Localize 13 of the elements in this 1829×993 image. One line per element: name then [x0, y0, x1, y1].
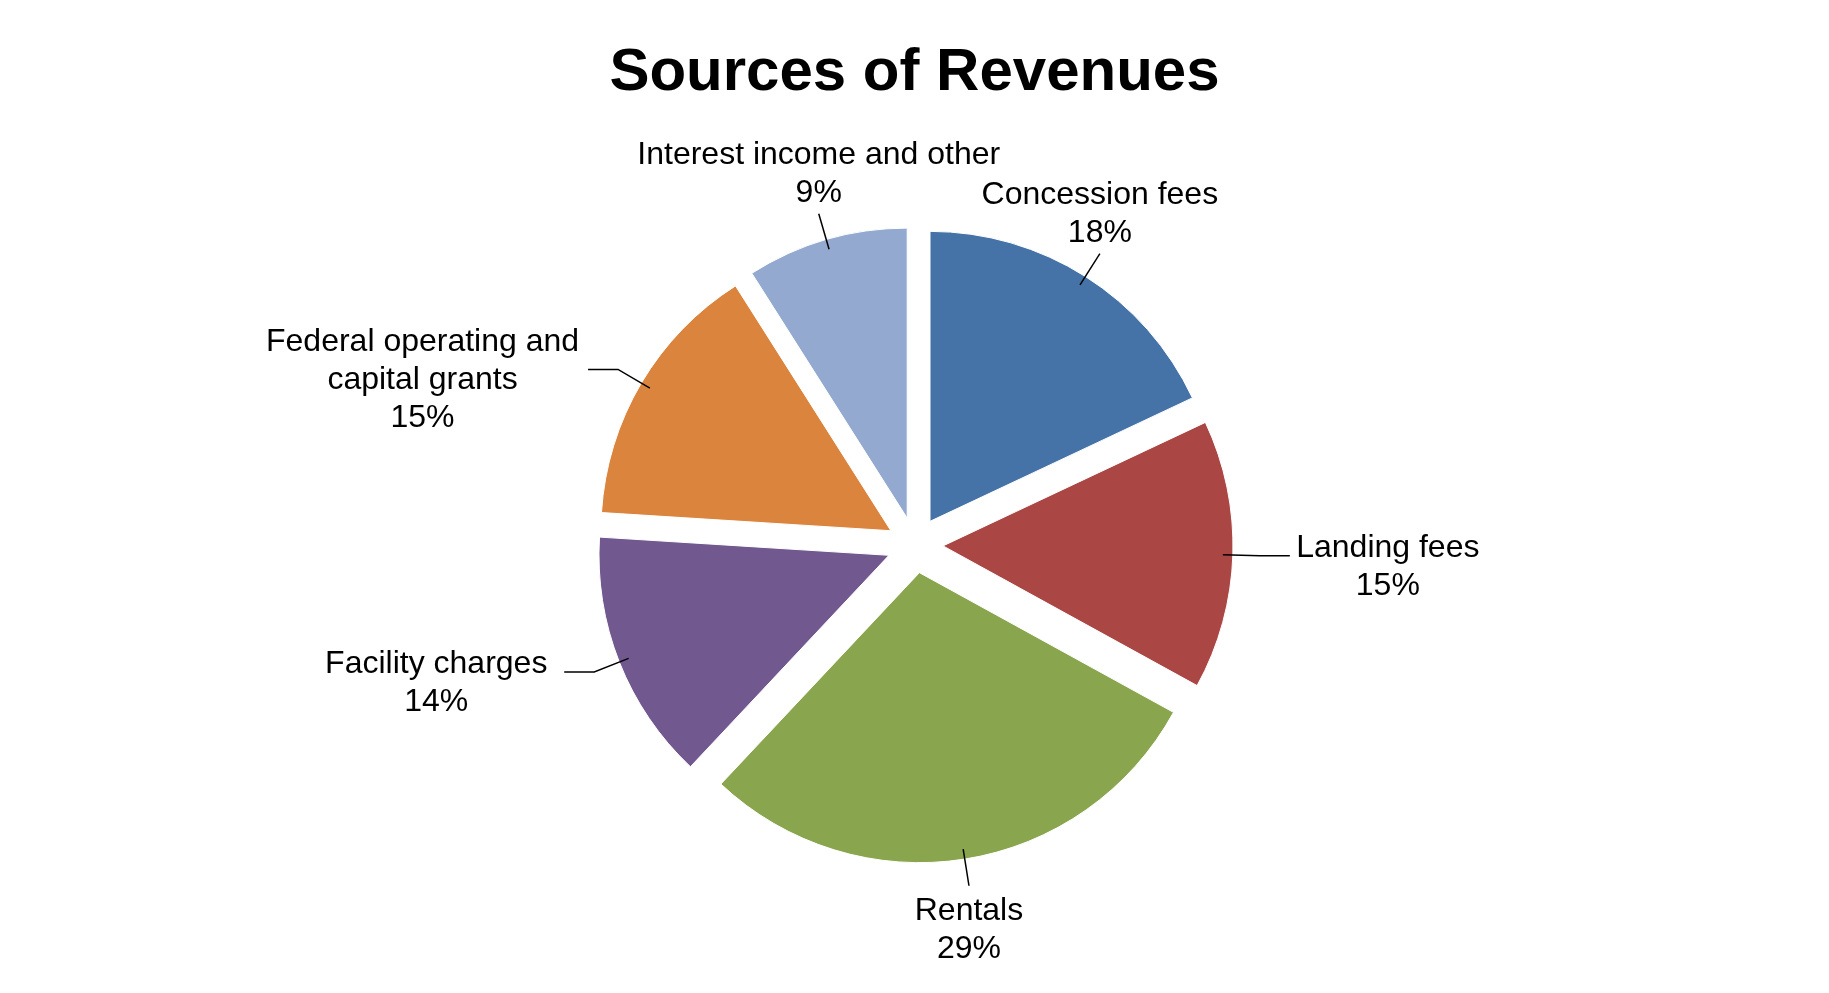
slice-label: Federal operating and capital grants — [265, 322, 580, 397]
slice-label: Rentals — [914, 890, 1024, 927]
data-label: 15% — [390, 398, 455, 435]
slice-label: Concession fees — [981, 174, 1219, 211]
data-label: 15% — [1355, 565, 1420, 602]
slice-label: Interest income and other — [637, 134, 1001, 171]
data-label: 14% — [404, 682, 469, 718]
slice-label: Facility charges — [325, 644, 548, 680]
data-label: 9% — [795, 172, 842, 209]
chart-title: Sources of Revenues — [609, 36, 1220, 103]
slice-label: Landing fees — [1296, 527, 1480, 564]
data-label: 29% — [936, 928, 1001, 965]
data-label: 18% — [1067, 212, 1132, 249]
